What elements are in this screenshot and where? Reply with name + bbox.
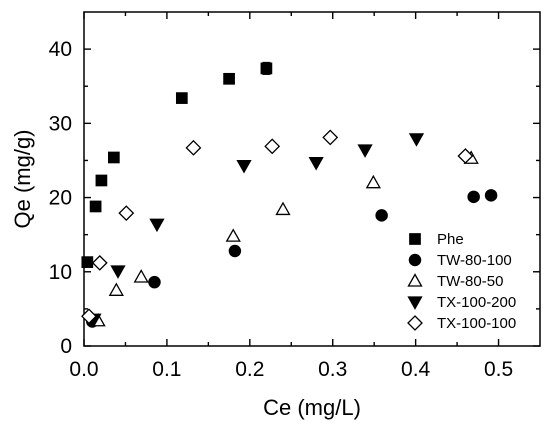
data-point xyxy=(118,205,135,222)
legend-label: TX-100-200 xyxy=(437,294,516,311)
axis-ticks xyxy=(83,12,540,347)
data-point xyxy=(185,139,202,156)
legend-marker xyxy=(409,233,421,245)
series-TW-80-100 xyxy=(86,189,498,328)
x-tick-label: 0.0 xyxy=(69,358,98,381)
data-point xyxy=(275,201,291,216)
data-markers xyxy=(81,61,498,328)
data-point xyxy=(308,157,324,171)
y-tick-label: 40 xyxy=(49,38,72,61)
data-point xyxy=(133,269,149,283)
legend-marker xyxy=(408,253,422,267)
data-point xyxy=(108,282,124,296)
data-point xyxy=(228,244,242,258)
series-Phe xyxy=(81,61,273,268)
data-point xyxy=(223,72,235,85)
data-point xyxy=(408,133,425,147)
data-point xyxy=(357,144,373,158)
data-point xyxy=(107,151,120,164)
plot-area-border xyxy=(83,11,541,347)
x-tick-label: 0.2 xyxy=(235,358,264,381)
data-point xyxy=(148,275,161,289)
data-point xyxy=(264,138,281,155)
data-point xyxy=(81,256,94,268)
legend-label: TX-100-100 xyxy=(437,315,516,332)
series-TX-100-100 xyxy=(81,129,474,325)
data-point xyxy=(110,265,126,279)
x-tick-label: 0.5 xyxy=(484,358,513,381)
data-point xyxy=(91,254,108,271)
data-point xyxy=(149,218,165,233)
legend-label: TW-80-50 xyxy=(437,273,503,290)
data-point xyxy=(484,189,498,202)
data-point xyxy=(457,148,474,164)
data-point xyxy=(225,228,241,242)
data-point xyxy=(467,190,480,204)
legend-label: TW-80-100 xyxy=(437,252,512,269)
series-TX-100-200 xyxy=(86,133,425,328)
y-axis-title: Qe (mg/g) xyxy=(10,129,35,228)
y-tick-label: 10 xyxy=(49,261,72,284)
legend-marker xyxy=(407,315,423,331)
data-point xyxy=(95,174,108,187)
data-point xyxy=(89,200,102,213)
x-axis-title: Ce (mg/L) xyxy=(263,395,361,420)
y-tick-label: 20 xyxy=(49,187,72,210)
plot-frame xyxy=(83,11,541,347)
x-tick-label: 0.3 xyxy=(318,358,347,381)
legend-label: Phe xyxy=(437,231,464,248)
x-tick-label: 0.4 xyxy=(401,358,431,381)
x-tick-label: 0.1 xyxy=(152,358,181,381)
legend-marker xyxy=(407,273,423,287)
y-tick-label: 0 xyxy=(60,335,72,358)
data-point xyxy=(236,159,252,174)
data-point xyxy=(260,62,273,75)
legend-marker xyxy=(407,296,423,310)
data-point xyxy=(375,209,388,222)
data-point xyxy=(175,92,188,104)
legend: Phe TW-80-100 TW-80-50 TX-100-200 TX-100-100 xyxy=(407,231,516,332)
axis-tick-labels: 0.0 0.1 0.2 0.3 0.4 0.5 0 10 20 30 40 xyxy=(49,38,514,381)
data-point xyxy=(365,174,381,189)
data-point xyxy=(322,129,339,146)
data-point xyxy=(81,308,97,325)
y-tick-label: 30 xyxy=(49,112,72,135)
